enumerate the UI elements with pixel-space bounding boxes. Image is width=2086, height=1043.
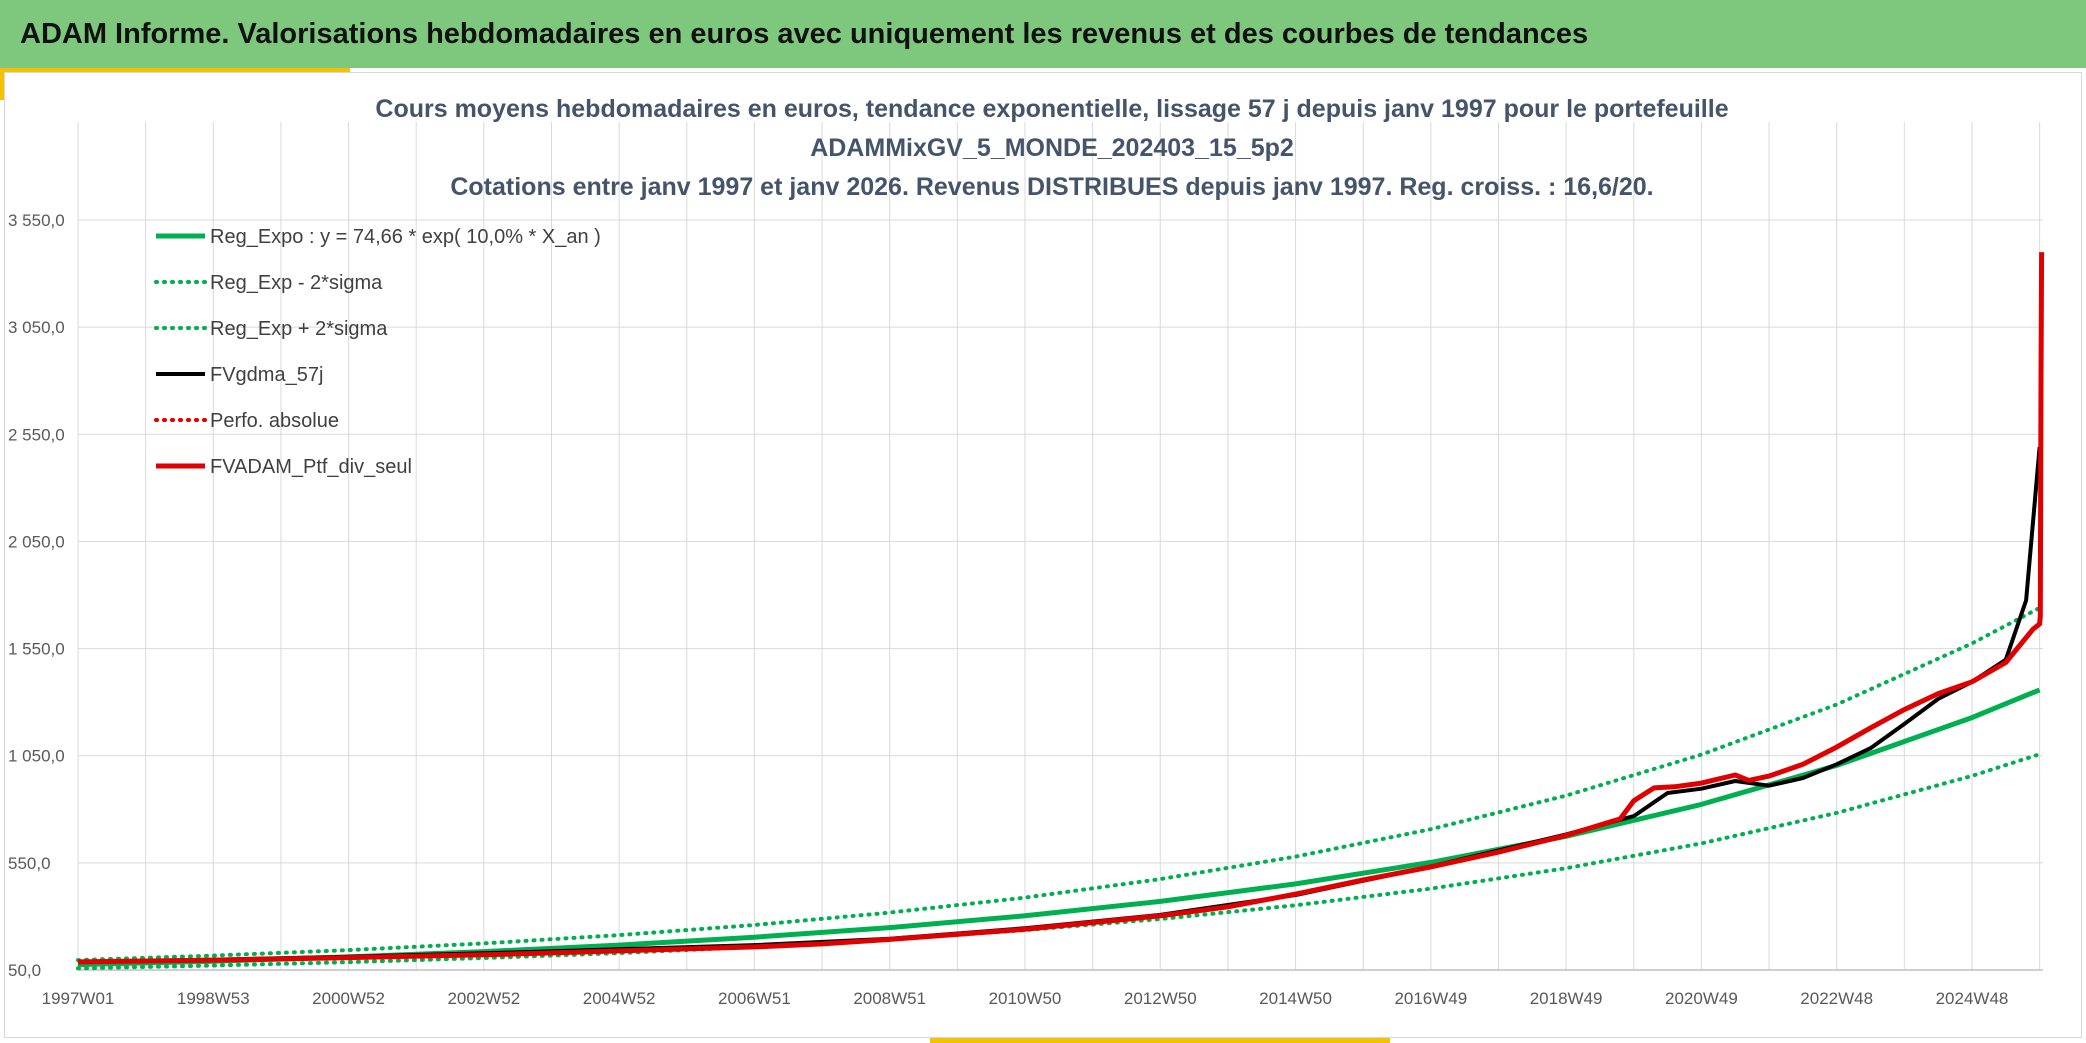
x-tick-label: 2000W52: [312, 989, 385, 1008]
x-tick-label: 2024W48: [1936, 989, 2009, 1008]
legend: Reg_Expo : y = 74,66 * exp( 10,0% * X_an…: [154, 226, 601, 478]
series-line: [77, 446, 2042, 964]
legend-label: Reg_Exp - 2*sigma: [210, 272, 383, 294]
x-tick-label: 2002W52: [447, 989, 520, 1008]
x-tick-label: 2010W50: [989, 989, 1062, 1008]
y-tick-label: 3 550,0: [8, 211, 65, 230]
x-tick-label: 2004W52: [583, 989, 656, 1008]
chart-frame: [4, 72, 2082, 1038]
y-tick-label: 3 050,0: [8, 318, 65, 337]
legend-label: FVADAM_Ptf_div_seul: [210, 456, 412, 478]
x-tick-label: 2020W49: [1665, 989, 1738, 1008]
x-tick-label: 1998W53: [177, 989, 250, 1008]
chart-title: Cours moyens hebdomadaires en euros, ten…: [375, 95, 1728, 201]
header-banner: ADAM Informe. Valorisations hebdomadaire…: [0, 0, 2086, 68]
y-tick-label: 1 550,0: [8, 640, 65, 659]
series-layer: [76, 252, 2045, 971]
legend-label: FVgdma_57j: [210, 364, 323, 386]
x-tick-label: 2014W50: [1259, 989, 1332, 1008]
grid-layer: [77, 122, 2043, 971]
legend-label: Reg_Expo : y = 74,66 * exp( 10,0% * X_an…: [210, 226, 601, 248]
accent-bar-bottom: [930, 1038, 1390, 1043]
series-line: [76, 752, 2042, 971]
y-tick-label: 2 550,0: [8, 425, 65, 444]
accent-bar-top-left: [0, 68, 350, 73]
legend-label: Perfo. absolue: [210, 410, 339, 432]
series-line: [76, 605, 2042, 963]
x-tick-label: 2008W51: [853, 989, 926, 1008]
chart-title-line: ADAMMixGV_5_MONDE_202403_15_5p2: [810, 134, 1294, 162]
x-tick-label: 2022W48: [1800, 989, 1873, 1008]
x-tick-label: 2018W49: [1530, 989, 1603, 1008]
y-tick-label: 550,0: [8, 854, 51, 873]
y-tick-label: 50,0: [8, 961, 41, 980]
y-tick-label: 2 050,0: [8, 532, 65, 551]
x-tick-label: 2006W51: [718, 989, 791, 1008]
x-tick-label: 2016W49: [1394, 989, 1467, 1008]
x-tick-label: 1997W01: [42, 989, 115, 1008]
chart-title-line: Cours moyens hebdomadaires en euros, ten…: [375, 95, 1728, 123]
axes: 50,0 550,0 1 050,0 1 550,0 2 050,0 2 550,0 3 0…: [8, 211, 2043, 1008]
accent-bar-side: [0, 68, 5, 100]
header-title: ADAM Informe. Valorisations hebdomadaire…: [20, 18, 1589, 50]
legend-label: Reg_Exp + 2*sigma: [210, 318, 388, 340]
series-line: [77, 252, 2045, 965]
y-tick-label: 1 050,0: [8, 747, 65, 766]
x-tick-label: 2012W50: [1124, 989, 1197, 1008]
chart-title-line: Cotations entre janv 1997 et janv 2026. …: [450, 173, 1653, 201]
